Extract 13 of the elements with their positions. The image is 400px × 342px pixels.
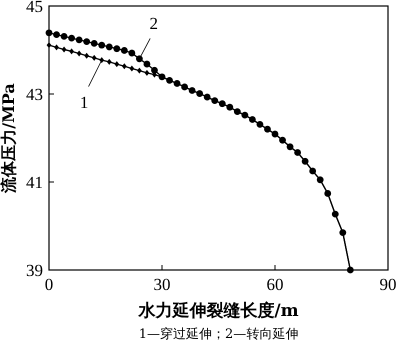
y-tick-label: 39 [26, 261, 43, 280]
x-tick-label: 0 [44, 275, 54, 294]
text: 1—穿过延伸；2—转向延伸 [138, 327, 298, 342]
x-tick-label: 90 [380, 275, 396, 294]
x-axis-title: 水力延伸裂缝长度/m [137, 301, 299, 321]
y-tick-label: 45 [26, 0, 43, 16]
y-tick-label: 41 [26, 173, 43, 192]
annotation: 1 [80, 93, 88, 112]
annotation: 2 [150, 14, 158, 33]
y-tick-label: 43 [26, 85, 43, 104]
x-tick-label: 60 [266, 275, 284, 294]
x-tick-label: 30 [154, 275, 170, 294]
y-axis-title: 流体压力/MPa [0, 83, 18, 194]
